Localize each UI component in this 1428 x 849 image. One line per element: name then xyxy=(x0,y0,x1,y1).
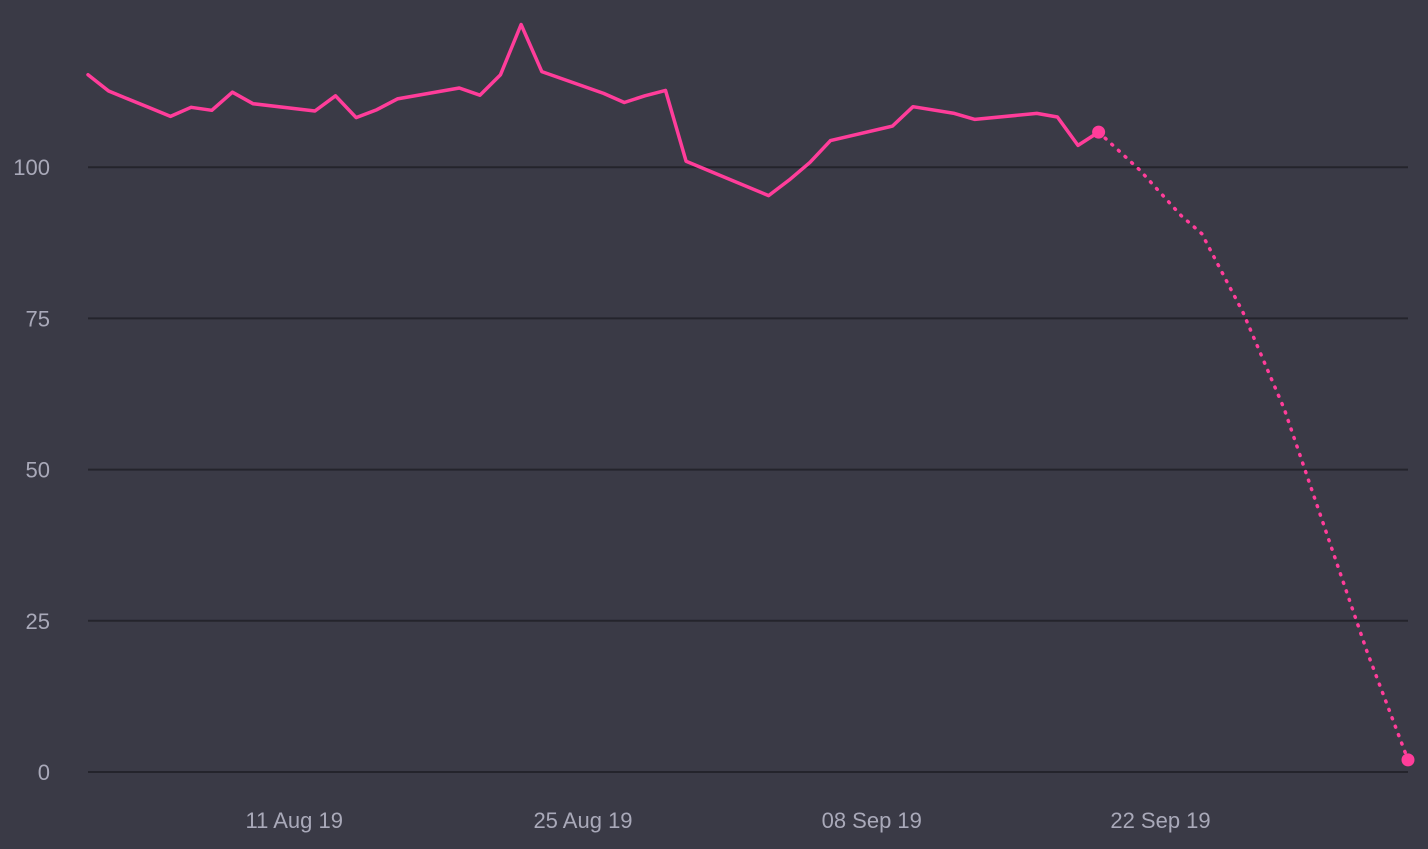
y-tick-label: 0 xyxy=(38,760,50,785)
forecast-line xyxy=(1096,130,1410,762)
forecast-end-point xyxy=(1401,753,1415,767)
series-layer xyxy=(86,22,1415,767)
y-tick-label: 25 xyxy=(26,609,50,634)
x-tick-label: 25 Aug 19 xyxy=(533,808,632,833)
y-tick-label: 100 xyxy=(13,155,50,180)
x-tick-label: 11 Aug 19 xyxy=(246,808,343,833)
x-tick-label: 08 Sep 19 xyxy=(822,808,922,833)
y-tick-label: 50 xyxy=(26,458,50,483)
history-line xyxy=(86,22,1101,198)
y-gridlines xyxy=(88,166,1408,773)
y-axis-labels: 0 25 50 75 100 xyxy=(13,155,50,785)
x-axis-labels: 11 Aug 19 25 Aug 19 08 Sep 19 22 Sep 19 xyxy=(246,808,1211,833)
forecast-start-point xyxy=(1092,125,1106,139)
x-tick-label: 22 Sep 19 xyxy=(1110,808,1210,833)
y-tick-label: 75 xyxy=(26,306,50,331)
